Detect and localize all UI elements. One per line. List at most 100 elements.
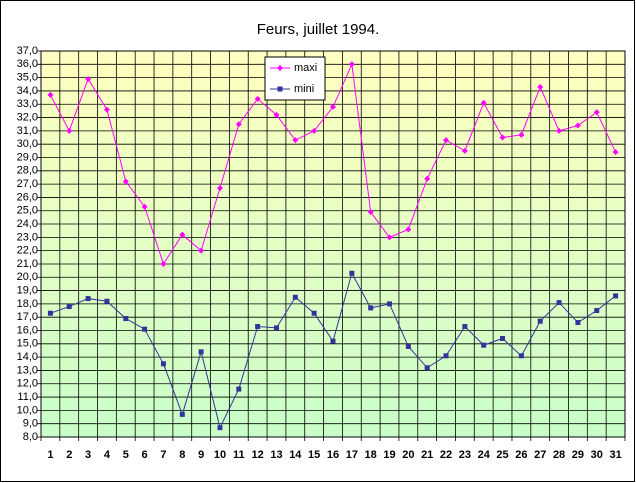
point (160, 361, 166, 367)
x-tick-label: 22 (440, 449, 452, 461)
point (575, 320, 581, 326)
point (142, 326, 148, 332)
point (443, 353, 449, 359)
point (405, 343, 411, 349)
y-tick-label: 22,0 (17, 245, 38, 257)
y-tick-label: 16,0 (17, 324, 38, 336)
point (480, 99, 487, 106)
chart-title: Feurs, juillet 1994. (257, 21, 380, 38)
y-tick-label: 13,0 (17, 364, 38, 376)
x-tick-label: 30 (591, 449, 603, 461)
y-tick-label: 19,0 (17, 284, 38, 296)
y-tick-label: 21,0 (17, 258, 38, 270)
point (349, 270, 355, 276)
point (311, 310, 317, 316)
x-tick-label: 17 (346, 449, 358, 461)
point (386, 234, 393, 241)
point (405, 226, 412, 233)
x-tick-label: 16 (327, 449, 339, 461)
x-tick-label: 3 (85, 449, 91, 461)
point (217, 425, 223, 431)
y-tick-label: 32,0 (17, 111, 38, 123)
point (85, 296, 91, 302)
point (367, 209, 374, 216)
y-tick-label: 27,0 (17, 178, 38, 190)
x-tick-label: 9 (198, 449, 204, 461)
x-tick-label: 10 (214, 449, 226, 461)
y-tick-label: 17,0 (17, 311, 38, 323)
point (613, 293, 619, 299)
x-tick-label: 5 (123, 449, 129, 461)
x-tick-label: 7 (160, 449, 166, 461)
point (255, 324, 261, 330)
x-tick-label: 31 (609, 449, 621, 461)
point (47, 310, 53, 316)
y-tick-label: 10,0 (17, 404, 38, 416)
x-tick-label: 20 (402, 449, 414, 461)
y-tick-label: 37,0 (17, 45, 38, 57)
legend-label: mini (294, 83, 314, 95)
point (556, 127, 563, 134)
point (160, 260, 167, 267)
point (216, 185, 223, 192)
point (368, 305, 374, 311)
x-tick-label: 21 (421, 449, 433, 461)
point (47, 91, 54, 98)
point (612, 149, 619, 156)
legend-marker (277, 86, 283, 92)
y-tick-label: 33,0 (17, 98, 38, 110)
y-tick-label: 20,0 (17, 271, 38, 283)
point (103, 106, 110, 113)
y-tick-label: 34,0 (17, 85, 38, 97)
y-tick-label: 28,0 (17, 165, 38, 177)
point (443, 137, 450, 144)
point (348, 61, 355, 68)
x-tick-label: 15 (308, 449, 320, 461)
point (198, 349, 204, 355)
point (424, 365, 430, 371)
y-tick-label: 8,0 (23, 431, 38, 443)
x-tick-label: 27 (534, 449, 546, 461)
point (123, 316, 129, 322)
point (66, 127, 73, 134)
x-tick-label: 28 (553, 449, 565, 461)
y-tick-label: 29,0 (17, 151, 38, 163)
point (85, 75, 92, 82)
x-tick-label: 8 (179, 449, 185, 461)
point (122, 178, 129, 185)
point (499, 134, 506, 141)
point (330, 103, 336, 110)
point (179, 411, 185, 417)
x-tick-label: 12 (252, 449, 264, 461)
y-tick-label: 18,0 (17, 298, 38, 310)
y-tick-label: 31,0 (17, 125, 38, 137)
x-tick-label: 19 (383, 449, 395, 461)
x-tick-label: 4 (104, 449, 111, 461)
y-tick-label: 36,0 (17, 58, 38, 70)
point (537, 83, 544, 90)
point (311, 127, 318, 134)
x-tick-label: 11 (233, 449, 245, 461)
point (292, 294, 298, 300)
legend-label: maxi (294, 62, 317, 74)
point (593, 109, 600, 116)
point (387, 301, 393, 307)
point (500, 336, 506, 342)
y-tick-label: 15,0 (17, 338, 38, 350)
point (518, 353, 524, 359)
y-tick-label: 12,0 (17, 378, 38, 390)
x-tick-label: 14 (289, 449, 302, 461)
point (273, 325, 279, 331)
point (179, 231, 186, 238)
legend (264, 56, 326, 101)
x-tick-label: 29 (572, 449, 584, 461)
point (254, 95, 261, 102)
x-tick-label: 24 (478, 449, 491, 461)
y-tick-label: 9,0 (23, 418, 38, 430)
point (198, 247, 205, 254)
point (236, 386, 242, 392)
point (556, 300, 562, 306)
point (537, 318, 543, 324)
point (481, 342, 487, 348)
